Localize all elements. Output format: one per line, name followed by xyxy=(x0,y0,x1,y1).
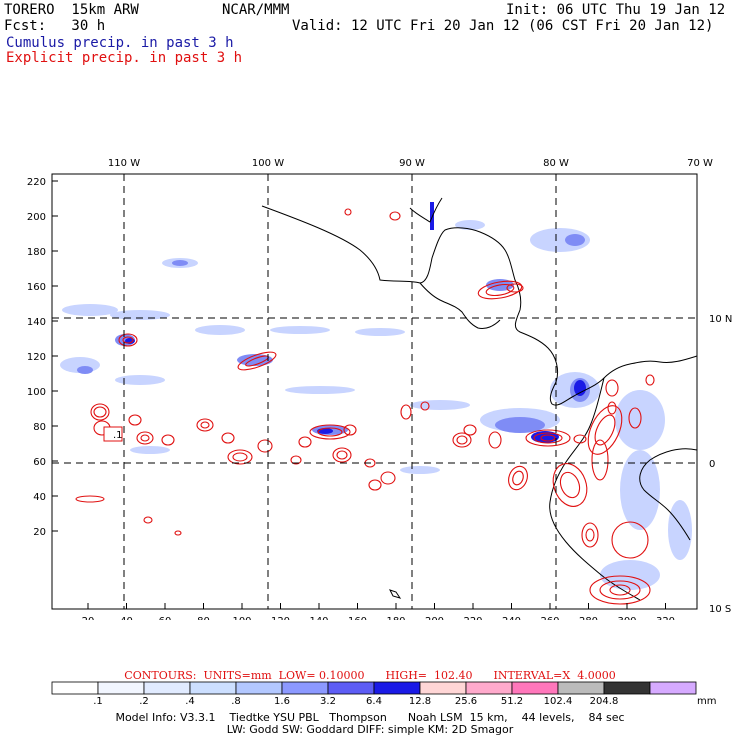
longitude-label: 110 W xyxy=(108,158,140,169)
y-tick-label: 140 xyxy=(27,317,46,328)
x-tick-label: 20 xyxy=(82,616,95,620)
contour-label-box xyxy=(103,426,123,442)
color-scale-unit: mm xyxy=(697,696,716,707)
color-scale-swatch xyxy=(603,681,651,695)
color-scale-swatch xyxy=(189,681,237,695)
longitude-labels: 110 W 100 W 90 W 80 W 70 W xyxy=(108,158,713,169)
init-time: Init: 06 UTC Thu 19 Jan 12 xyxy=(506,2,726,18)
latitude-label: 10 N xyxy=(709,314,732,325)
x-tick-label: 60 xyxy=(159,616,172,620)
latitude-label: 10 S xyxy=(709,604,731,615)
longitude-label: 80 W xyxy=(543,158,569,169)
x-tick-label: 160 xyxy=(348,616,367,620)
longitude-label: 90 W xyxy=(399,158,425,169)
color-scale-label: 3.2 xyxy=(320,696,336,707)
color-scale-swatch xyxy=(235,681,283,695)
color-scale-swatch xyxy=(51,681,99,695)
contour-label-text: .1 xyxy=(113,430,123,441)
x-tick-label: 260 xyxy=(540,616,559,620)
y-tick-label: 120 xyxy=(27,352,46,363)
color-scale-swatch xyxy=(557,681,605,695)
lat-lon-grid xyxy=(52,174,697,609)
longitude-label: 70 W xyxy=(687,158,713,169)
model-info-line1: Model Info: V3.3.1 Tiedtke YSU PBL Thomp… xyxy=(115,711,625,724)
color-scale-swatch xyxy=(143,681,191,695)
y-tick-label: 180 xyxy=(27,247,46,258)
color-scale-label: .1 xyxy=(93,696,103,707)
color-scale-swatch xyxy=(373,681,421,695)
organization-label: NCAR/MMM xyxy=(222,2,290,18)
color-scale-label: 102.4 xyxy=(544,696,573,707)
color-scale-swatch xyxy=(327,681,375,695)
color-scale-swatch xyxy=(419,681,467,695)
y-tick-label: 220 xyxy=(27,177,46,188)
y-tick-label: 20 xyxy=(33,527,46,538)
y-tick-label: 40 xyxy=(33,492,46,503)
color-scale-label: .4 xyxy=(185,696,195,707)
latitude-labels: 10 N 0 10 S xyxy=(709,314,732,615)
color-scale-swatch xyxy=(649,681,697,695)
x-tick-label: 320 xyxy=(656,616,675,620)
x-tick-label: 240 xyxy=(502,616,521,620)
color-scale-label: 204.8 xyxy=(590,696,619,707)
precipitation-map: .1 220 200 180 160 140 120 100 80 60 40 20 20 40 60 8… xyxy=(27,158,732,620)
color-scale-swatch xyxy=(281,681,329,695)
y-tick-label: 160 xyxy=(27,282,46,293)
x-axis-ticks: 20 40 60 80 100 120 140 160 180 200 220 240 260 280 30… xyxy=(82,603,675,620)
color-scale-swatch xyxy=(511,681,559,695)
x-tick-label: 180 xyxy=(386,616,405,620)
model-title: TORERO 15km ARW xyxy=(4,2,139,18)
model-info-line2: LW: Godd SW: Goddard DIFF: simple KM: 2D… xyxy=(226,723,514,736)
color-scale-label: .8 xyxy=(231,696,241,707)
y-tick-label: 80 xyxy=(33,422,46,433)
longitude-label: 100 W xyxy=(252,158,284,169)
x-tick-label: 200 xyxy=(425,616,444,620)
color-scale-label: 25.6 xyxy=(455,696,477,707)
x-tick-label: 300 xyxy=(617,616,636,620)
x-tick-label: 140 xyxy=(309,616,328,620)
x-tick-label: 220 xyxy=(463,616,482,620)
y-axis-ticks: 220 200 180 160 140 120 100 80 60 40 20 xyxy=(27,177,58,538)
color-scale-label: 51.2 xyxy=(501,696,523,707)
explicit-precip-contours xyxy=(75,208,655,605)
color-scale-label: 6.4 xyxy=(366,696,382,707)
color-scale-swatch xyxy=(465,681,513,695)
x-tick-label: 120 xyxy=(271,616,290,620)
coastlines xyxy=(261,197,697,601)
x-tick-label: 280 xyxy=(579,616,598,620)
forecast-hour: Fcst: 30 h xyxy=(4,18,106,34)
y-tick-label: 60 xyxy=(33,457,46,468)
x-tick-label: 40 xyxy=(120,616,133,620)
contours-info: CONTOURS: UNITS=mm LOW= 0.10000 HIGH= 10… xyxy=(124,669,616,682)
explicit-legend: Explicit precip. in past 3 h xyxy=(6,50,243,66)
color-scale-label: 1.6 xyxy=(274,696,290,707)
color-scale-label: .2 xyxy=(139,696,149,707)
color-scale-bar: .1.2.4.8 1.6 3.2 6.4 12.8 25.6 51.2 102.4 204.8 … xyxy=(51,681,716,707)
cumulus-legend: Cumulus precip. in past 3 h xyxy=(6,35,234,51)
color-scale-swatch xyxy=(97,681,145,695)
color-scale-label: 12.8 xyxy=(409,696,431,707)
x-tick-label: 80 xyxy=(197,616,210,620)
x-tick-label: 100 xyxy=(232,616,251,620)
latitude-label: 0 xyxy=(709,459,715,470)
y-tick-label: 100 xyxy=(27,387,46,398)
valid-time: Valid: 12 UTC Fri 20 Jan 12 (06 CST Fri … xyxy=(292,18,714,34)
y-tick-label: 200 xyxy=(27,212,46,223)
